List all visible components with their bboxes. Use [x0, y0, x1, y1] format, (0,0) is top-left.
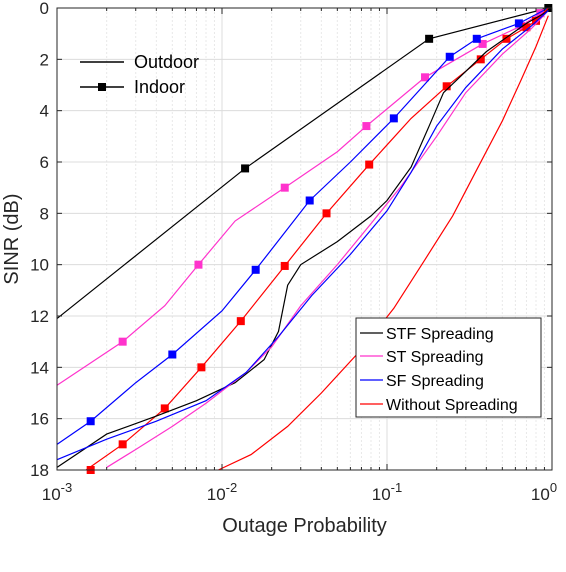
- y-tick-label: 18: [30, 461, 49, 480]
- series-marker-without-spreadingindoor: [160, 404, 169, 413]
- series-marker-sf-spreadingindoor: [389, 114, 398, 123]
- legend-without-label: Without Spreading: [386, 397, 518, 414]
- series-marker-without-spreadingindoor: [442, 82, 451, 91]
- series-marker-st-spreadingindoor: [362, 122, 371, 131]
- y-tick-label: 16: [30, 410, 49, 429]
- series-marker-without-spreadingindoor: [365, 160, 374, 169]
- series-marker-without-spreadingindoor: [322, 209, 331, 218]
- series-marker-without-spreadingindoor: [197, 363, 206, 372]
- legend-stf-label: STF Spreading: [386, 326, 494, 343]
- series-marker-sf-spreadingindoor: [514, 19, 523, 28]
- series-line-sf-spreadingoutdoor: [56, 10, 549, 461]
- series-marker-sf-spreadingindoor: [86, 417, 95, 426]
- color-legend-box: [355, 317, 542, 418]
- y-tick-label: 4: [40, 102, 49, 121]
- series-marker-st-spreadingindoor: [280, 183, 289, 192]
- series-line-stf-spreadingindoor: [56, 7, 549, 320]
- series-marker-without-spreadingindoor: [476, 55, 485, 64]
- series-marker-without-spreadingindoor: [522, 23, 531, 32]
- y-tick-label: 0: [40, 0, 49, 18]
- y-tick-label: 6: [40, 153, 49, 172]
- legend-st-label: ST Spreading: [386, 349, 484, 366]
- y-axis-label: SINR (dB): [1, 193, 23, 284]
- series-marker-st-spreadingindoor: [194, 260, 203, 269]
- series-line-without-spreadingoutdoor: [218, 15, 549, 471]
- legend-sf-label: SF Spreading: [386, 373, 484, 390]
- legend-indoor-marker: [98, 83, 106, 91]
- x-tick-label: 10-3: [42, 480, 72, 504]
- x-axis-label: Outage Probability: [222, 515, 387, 537]
- series-marker-sf-spreadingindoor: [305, 196, 314, 205]
- legend-outdoor-label: Outdoor: [134, 52, 199, 72]
- series-marker-st-spreadingindoor: [421, 73, 430, 82]
- style-legend: Outdoor Indoor: [80, 52, 199, 97]
- y-tick-label: 10: [30, 256, 49, 275]
- y-tick-label: 14: [30, 358, 49, 377]
- series-marker-sf-spreadingindoor: [472, 34, 481, 43]
- series-layer: [56, 4, 553, 474]
- series-marker-without-spreadingindoor: [502, 34, 511, 43]
- series-marker-stf-spreadingindoor: [241, 164, 250, 173]
- series-line-st-spreadingoutdoor: [106, 10, 549, 468]
- series-marker-st-spreadingindoor: [478, 39, 487, 48]
- x-tick-label: 100: [531, 480, 557, 504]
- series-marker-st-spreadingindoor: [536, 9, 545, 18]
- plot-area-border: [56, 7, 553, 471]
- series-marker-without-spreadingindoor: [532, 16, 541, 25]
- series-marker-stf-spreadingindoor: [425, 34, 434, 43]
- series-marker-without-spreadingindoor: [236, 317, 245, 326]
- series-marker-sf-spreadingindoor: [445, 52, 454, 61]
- series-marker-st-spreadingindoor: [118, 337, 127, 346]
- y-tick-label: 2: [40, 50, 49, 69]
- y-tick-label: 12: [30, 307, 49, 326]
- x-tick-label: 10-1: [372, 480, 402, 504]
- y-tick-label: 8: [40, 204, 49, 223]
- color-legend: STF Spreading ST Spreading SF Spreading …: [355, 317, 542, 418]
- series-marker-without-spreadingindoor: [280, 261, 289, 270]
- series-marker-sf-spreadingindoor: [251, 265, 260, 274]
- series-marker-sf-spreadingindoor: [168, 350, 177, 359]
- series-line-stf-spreadingoutdoor: [56, 7, 553, 468]
- x-tick-label: 10-2: [207, 480, 237, 504]
- series-marker-without-spreadingindoor: [118, 440, 127, 449]
- legend-indoor-label: Indoor: [134, 77, 185, 97]
